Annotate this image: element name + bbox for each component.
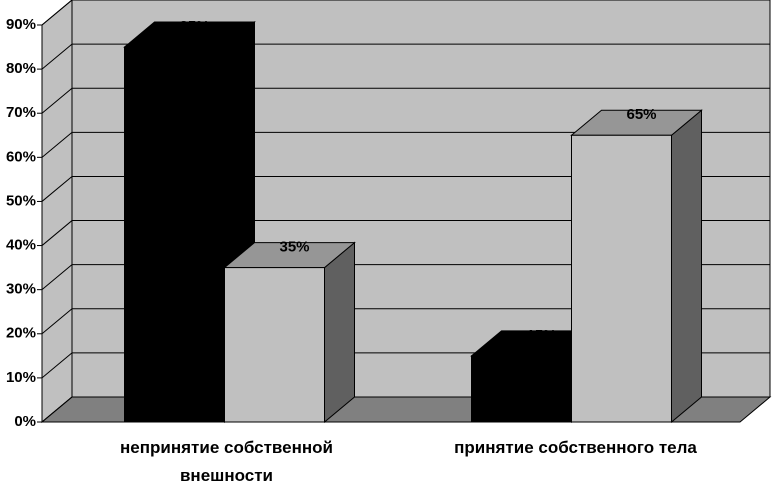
y-tick-label: 20% (6, 325, 36, 342)
bar (471, 355, 572, 423)
y-tick-label: 40% (6, 237, 36, 254)
side-wall (41, 0, 73, 424)
y-tick-label: 90% (6, 16, 36, 33)
x-tick-label: принятие собственного тела (454, 438, 697, 457)
value-label: 35% (279, 239, 309, 256)
bar-side (671, 109, 702, 424)
bar (124, 46, 225, 423)
value-label: 65% (626, 106, 656, 123)
grid-line (41, 308, 770, 335)
y-tick-label: 10% (6, 369, 36, 386)
grid-line (41, 131, 770, 158)
grid-line (41, 220, 770, 246)
grid-line (41, 264, 770, 291)
bar (571, 134, 672, 423)
y-tick-label: 60% (6, 148, 36, 165)
grid-line (41, 87, 770, 114)
y-tick-label: 80% (6, 60, 36, 77)
value-label: 85% (179, 18, 209, 35)
grid-line (41, 175, 770, 202)
grid-line (41, 0, 770, 26)
x-tick-label: непринятие собственной внешности (120, 438, 333, 485)
bar-side (324, 241, 355, 424)
y-tick-label: 30% (6, 281, 36, 298)
value-label: 15% (526, 327, 556, 344)
y-tick-label: 0% (14, 413, 36, 430)
grid-line (41, 43, 770, 70)
y-tick-label: 50% (6, 192, 36, 209)
bar (224, 267, 325, 423)
y-tick-label: 70% (6, 104, 36, 121)
